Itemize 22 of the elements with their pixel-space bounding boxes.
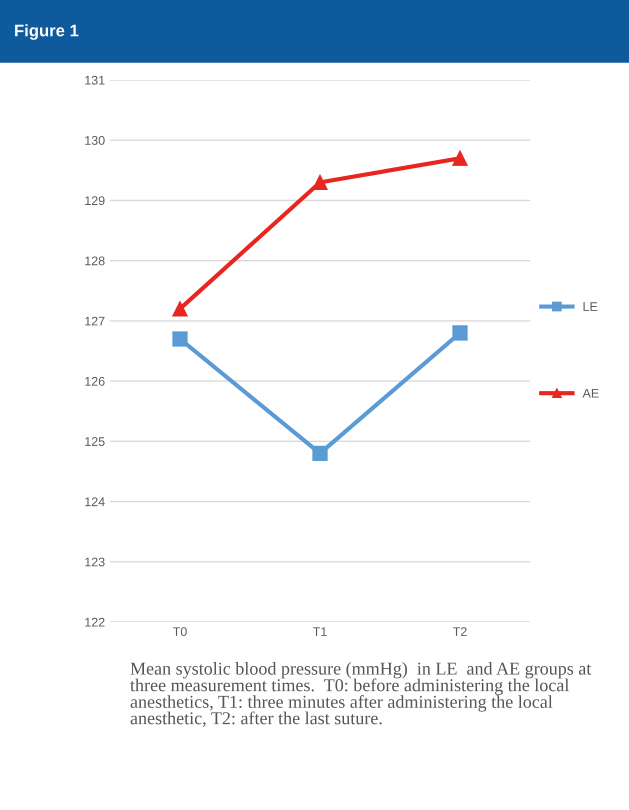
x-tick-label: T2 [452, 627, 467, 636]
y-tick-label: 129 [85, 196, 105, 206]
point [172, 331, 188, 347]
point [172, 301, 188, 316]
point [452, 150, 468, 166]
chart-title: Figure 1 [15, 24, 78, 40]
y-tick-label: 124 [85, 497, 105, 506]
point [452, 325, 468, 341]
y-tick-label: 126 [85, 376, 105, 386]
y-tick-label: 123 [85, 558, 105, 566]
text: Mean systolic blood pressure (mmHg) in LE and AE groups at three measurement times. T0: before administering the local anesthetics, T1: three minutes after administering the local anesthetic, T2: after the last suture. [130, 662, 592, 727]
y-tick-label: 131 [85, 76, 105, 85]
point [312, 446, 328, 462]
y-tick-label: 128 [85, 256, 105, 266]
y-tick-label: 125 [85, 437, 105, 446]
x-tick-label: T1 [312, 627, 327, 636]
legend-label: AE [582, 388, 599, 398]
y-tick-label: 122 [85, 618, 105, 627]
y-tick-label: 127 [85, 316, 105, 326]
legend-label: LE [584, 302, 598, 311]
x-tick-label: T0 [172, 627, 187, 636]
y-tick-label: 130 [85, 136, 105, 145]
